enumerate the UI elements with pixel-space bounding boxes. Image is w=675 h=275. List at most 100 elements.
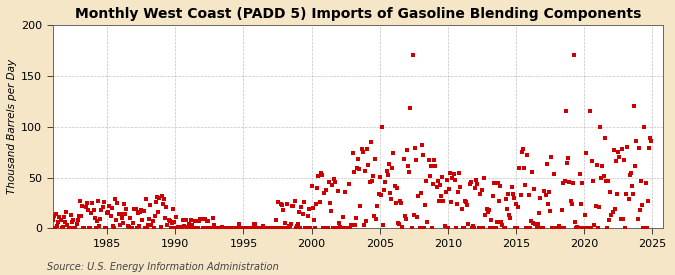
Point — [115, 211, 126, 216]
Point — [71, 222, 82, 226]
Point — [284, 224, 294, 228]
Point — [286, 222, 296, 227]
Point — [130, 207, 141, 211]
Point — [225, 226, 236, 231]
Point — [192, 226, 203, 231]
Point — [487, 226, 497, 231]
Point — [217, 225, 227, 229]
Text: Source: U.S. Energy Information Administration: Source: U.S. Energy Information Administ… — [47, 262, 279, 272]
Point — [273, 226, 284, 231]
Point — [339, 189, 350, 194]
Point — [110, 197, 121, 201]
Point — [292, 224, 302, 228]
Point — [145, 202, 156, 207]
Point — [314, 199, 325, 204]
Point — [398, 156, 409, 161]
Point — [282, 226, 293, 231]
Point — [160, 216, 171, 220]
Point — [623, 197, 634, 201]
Point — [404, 170, 414, 175]
Point — [637, 202, 647, 207]
Point — [101, 226, 111, 231]
Point — [367, 179, 377, 183]
Point — [620, 226, 630, 231]
Point — [578, 226, 589, 231]
Point — [134, 224, 144, 228]
Point — [415, 191, 426, 195]
Point — [252, 226, 263, 231]
Point — [221, 226, 232, 231]
Point — [333, 221, 344, 226]
Point — [270, 226, 281, 231]
Point — [202, 219, 213, 223]
Point — [167, 207, 178, 211]
Point — [204, 226, 215, 231]
Point — [236, 226, 246, 231]
Point — [285, 224, 296, 228]
Point — [277, 203, 288, 208]
Point — [493, 180, 504, 185]
Point — [298, 200, 309, 204]
Point — [95, 217, 106, 221]
Point — [155, 225, 166, 229]
Point — [174, 226, 185, 231]
Point — [523, 193, 534, 197]
Point — [292, 221, 303, 226]
Point — [92, 198, 103, 203]
Point — [232, 226, 242, 231]
Point — [271, 218, 281, 222]
Point — [245, 226, 256, 231]
Point — [427, 226, 437, 231]
Point — [52, 224, 63, 228]
Point — [287, 204, 298, 208]
Point — [53, 219, 63, 224]
Point — [498, 226, 509, 231]
Point — [142, 223, 153, 227]
Point — [159, 197, 169, 202]
Point — [65, 213, 76, 217]
Point — [446, 199, 457, 204]
Point — [554, 224, 564, 228]
Point — [593, 205, 604, 209]
Point — [302, 226, 313, 231]
Y-axis label: Thousand Barrels per Day: Thousand Barrels per Day — [7, 59, 17, 194]
Point — [645, 136, 655, 141]
Point — [319, 191, 329, 195]
Point — [382, 173, 393, 177]
Point — [303, 214, 314, 219]
Point — [538, 226, 549, 230]
Point — [614, 155, 625, 159]
Point — [259, 226, 269, 231]
Point — [90, 226, 101, 231]
Point — [310, 226, 321, 231]
Point — [68, 218, 78, 222]
Point — [495, 184, 506, 189]
Point — [531, 226, 542, 231]
Point — [560, 179, 570, 183]
Point — [568, 180, 578, 185]
Point — [250, 222, 261, 227]
Point — [414, 226, 425, 231]
Point — [152, 195, 163, 200]
Point — [146, 223, 157, 227]
Point — [139, 226, 150, 230]
Point — [137, 218, 148, 222]
Point — [189, 218, 200, 223]
Point — [596, 175, 607, 180]
Point — [493, 199, 504, 203]
Point — [281, 202, 292, 206]
Point — [297, 212, 308, 217]
Point — [639, 125, 650, 129]
Point — [170, 226, 181, 231]
Point — [368, 173, 379, 178]
Point — [59, 214, 70, 219]
Point — [463, 221, 474, 226]
Point — [536, 226, 547, 230]
Point — [177, 225, 188, 229]
Point — [230, 226, 241, 231]
Point — [377, 125, 387, 129]
Point — [322, 226, 333, 231]
Point — [179, 224, 190, 228]
Point — [352, 166, 362, 170]
Point — [80, 205, 91, 209]
